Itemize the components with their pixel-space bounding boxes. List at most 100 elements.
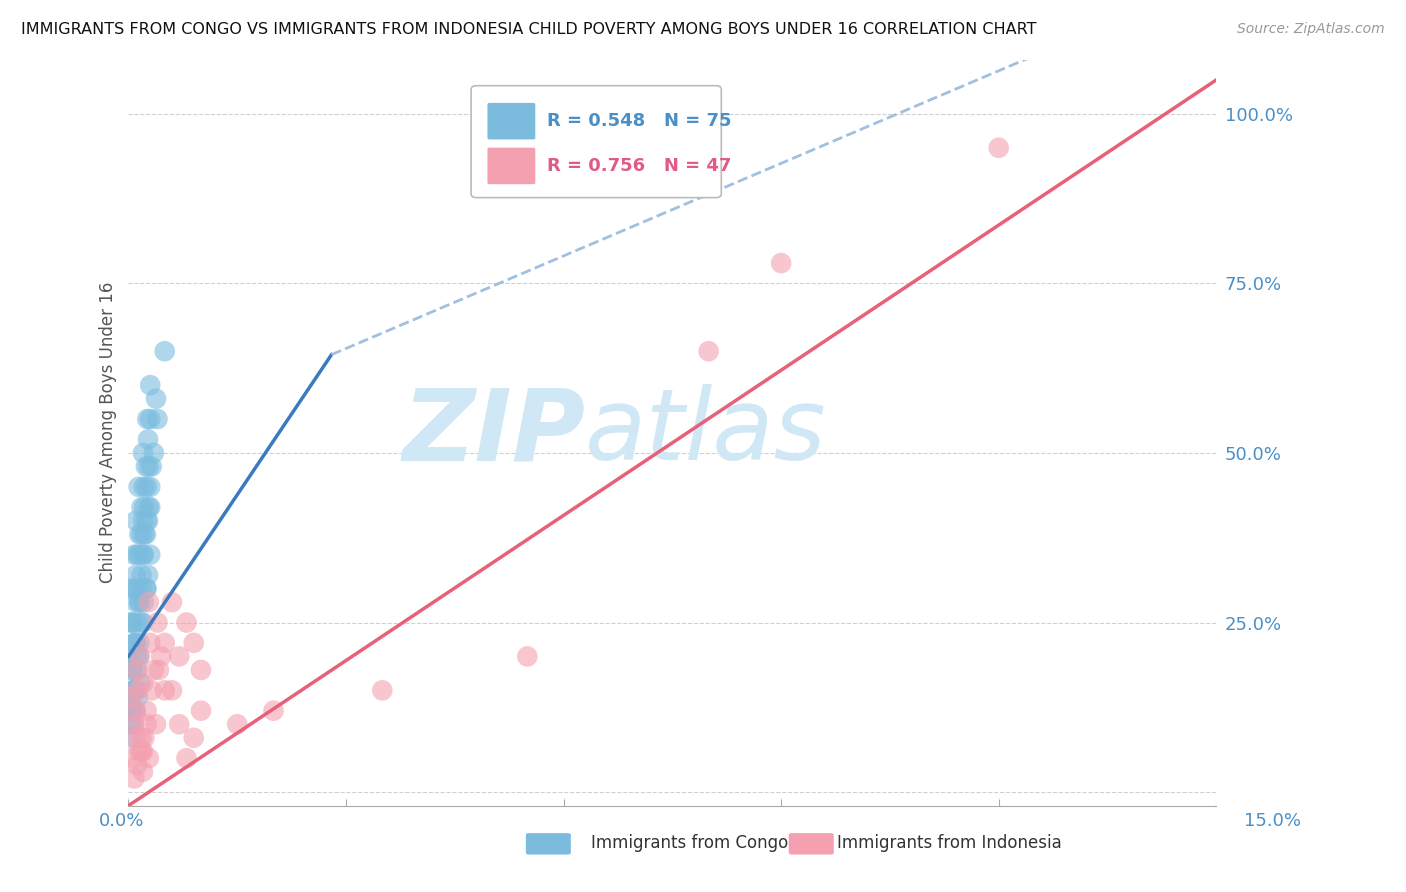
Point: [120, 649, 142, 664]
Point: [145, 392, 167, 406]
Point: [121, 704, 143, 718]
Point: [141, 459, 163, 474]
Point: [125, 663, 148, 677]
Text: Immigrants from Indonesia: Immigrants from Indonesia: [837, 834, 1062, 852]
Point: [131, 731, 153, 745]
Point: [128, 744, 150, 758]
Point: [263, 704, 285, 718]
Point: [134, 500, 156, 515]
Point: [128, 480, 150, 494]
Point: [139, 636, 162, 650]
Point: [153, 344, 176, 359]
Point: [128, 527, 150, 541]
Point: [132, 615, 155, 630]
Point: [132, 480, 155, 494]
Point: [139, 500, 162, 515]
Point: [132, 764, 155, 779]
Point: [127, 615, 149, 630]
Text: 0.0%: 0.0%: [98, 812, 143, 830]
Point: [135, 582, 157, 596]
Point: [131, 500, 153, 515]
Point: [127, 548, 149, 562]
Point: [138, 500, 160, 515]
Point: [128, 649, 150, 664]
Point: [122, 772, 145, 786]
Point: [127, 649, 149, 664]
Point: [145, 717, 167, 731]
Point: [124, 683, 146, 698]
Point: [125, 636, 148, 650]
FancyBboxPatch shape: [488, 103, 536, 139]
Point: [135, 514, 157, 528]
Point: [132, 744, 155, 758]
Point: [160, 595, 183, 609]
Point: [183, 636, 205, 650]
Point: [135, 582, 157, 596]
Point: [129, 676, 152, 690]
Point: [138, 595, 160, 609]
Point: [136, 412, 159, 426]
Point: [122, 683, 145, 698]
Text: Source: ZipAtlas.com: Source: ZipAtlas.com: [1237, 22, 1385, 37]
Point: [122, 717, 145, 731]
Point: [139, 378, 162, 392]
Point: [141, 683, 163, 698]
Point: [167, 649, 190, 664]
Point: [987, 141, 1010, 155]
Point: [135, 480, 157, 494]
Point: [160, 683, 183, 698]
FancyBboxPatch shape: [488, 148, 536, 184]
FancyBboxPatch shape: [471, 86, 721, 198]
Point: [132, 548, 155, 562]
Point: [121, 690, 143, 705]
Point: [139, 480, 162, 494]
Point: [131, 568, 153, 582]
Point: [122, 717, 145, 731]
Point: [135, 459, 157, 474]
Point: [146, 615, 169, 630]
Point: [121, 663, 143, 677]
Point: [153, 636, 176, 650]
Point: [131, 744, 153, 758]
Point: [125, 595, 148, 609]
Text: atlas: atlas: [585, 384, 827, 481]
Point: [135, 527, 157, 541]
Text: ZIP: ZIP: [402, 384, 585, 481]
Point: [127, 683, 149, 698]
Point: [127, 690, 149, 705]
Point: [135, 704, 157, 718]
Point: [125, 731, 148, 745]
Point: [125, 514, 148, 528]
Point: [125, 683, 148, 698]
Point: [120, 582, 142, 596]
Y-axis label: Child Poverty Among Boys Under 16: Child Poverty Among Boys Under 16: [100, 282, 117, 583]
Point: [132, 595, 155, 609]
Point: [121, 615, 143, 630]
Point: [132, 446, 155, 460]
Point: [127, 582, 149, 596]
Point: [142, 446, 165, 460]
Text: Immigrants from Congo: Immigrants from Congo: [591, 834, 787, 852]
Text: R = 0.548   N = 75: R = 0.548 N = 75: [547, 112, 731, 129]
Text: R = 0.756   N = 47: R = 0.756 N = 47: [547, 156, 731, 175]
Point: [138, 459, 160, 474]
Point: [136, 568, 159, 582]
Point: [132, 676, 155, 690]
Point: [190, 663, 212, 677]
Point: [128, 595, 150, 609]
Point: [132, 548, 155, 562]
Point: [135, 717, 157, 731]
Point: [128, 595, 150, 609]
Point: [128, 649, 150, 664]
Point: [134, 527, 156, 541]
Point: [120, 717, 142, 731]
Point: [146, 412, 169, 426]
Point: [226, 717, 249, 731]
Point: [139, 548, 162, 562]
Point: [121, 704, 143, 718]
Point: [138, 751, 160, 765]
Point: [131, 527, 153, 541]
Point: [124, 636, 146, 650]
Point: [131, 582, 153, 596]
Point: [136, 514, 159, 528]
